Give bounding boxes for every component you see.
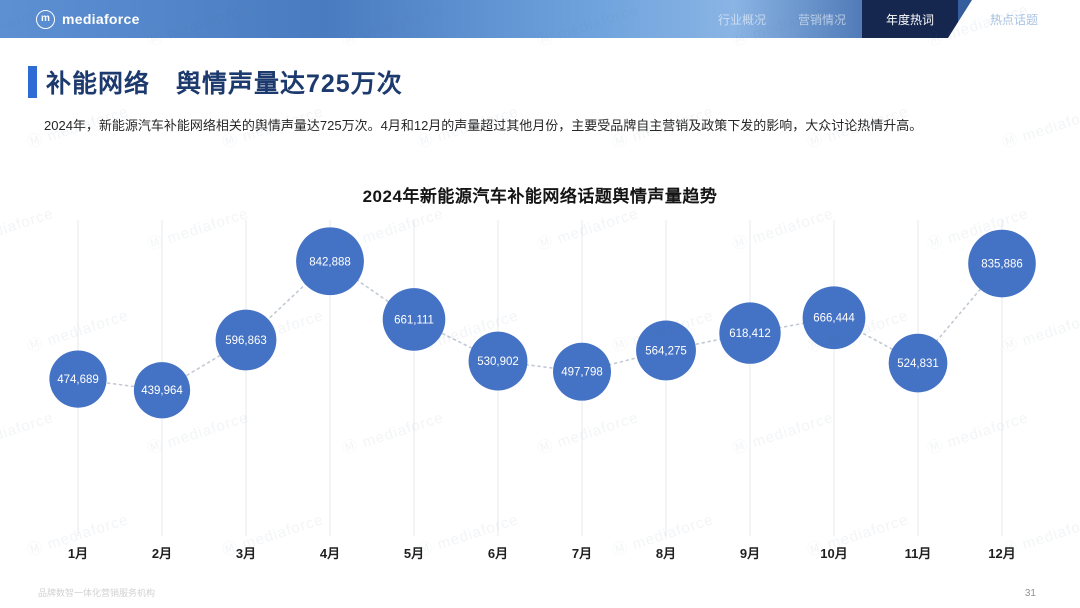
x-axis-label: 9月 xyxy=(740,546,760,561)
data-point-12月: 835,886 xyxy=(968,229,1036,298)
data-value-label: 618,412 xyxy=(729,328,771,340)
trend-chart-svg: 474,689 439,964 596,863 842,888 661,111 530,9… xyxy=(49,220,1036,561)
x-axis-label: 2月 xyxy=(152,546,172,561)
data-value-label: 666,444 xyxy=(813,313,855,325)
data-bubble xyxy=(636,320,696,381)
data-point-8月: 564,275 xyxy=(636,320,696,381)
data-value-label: 564,275 xyxy=(645,345,687,357)
data-value-label: 497,798 xyxy=(561,367,603,379)
data-bubble xyxy=(719,302,781,364)
x-axis-label: 4月 xyxy=(320,546,340,561)
data-point-4月: 842,888 xyxy=(296,227,364,296)
data-value-label: 596,863 xyxy=(225,335,267,347)
data-point-7月: 497,798 xyxy=(553,342,611,401)
x-axis-label: 10月 xyxy=(820,546,847,561)
data-value-label: 835,886 xyxy=(981,259,1023,271)
data-bubble xyxy=(382,288,446,351)
x-axis-label: 3月 xyxy=(236,546,256,561)
data-point-1月: 474,689 xyxy=(49,350,107,408)
banner-corner: 热点话题 xyxy=(948,0,1080,38)
data-point-2月: 439,964 xyxy=(133,362,191,419)
data-bubble xyxy=(888,333,948,393)
trend-chart: 474,689 439,964 596,863 842,888 661,111 530,9… xyxy=(40,206,1040,578)
data-bubble xyxy=(49,350,107,408)
logo: m mediaforce xyxy=(36,9,140,29)
data-value-label: 661,111 xyxy=(394,314,434,326)
x-axis-label: 5月 xyxy=(404,546,424,561)
data-bubble xyxy=(468,331,528,391)
x-axis-label: 12月 xyxy=(988,546,1015,561)
chart-title: 2024年新能源汽车补能网络话题舆情声量趋势 xyxy=(362,187,718,206)
data-point-6月: 530,902 xyxy=(468,331,528,391)
data-bubble xyxy=(802,286,866,350)
nav-item-industry-overview[interactable]: 行业概况 xyxy=(717,12,766,27)
top-banner: m mediaforce 行业概况 营销情况 年度热词 热点话题 xyxy=(0,0,1080,38)
data-point-3月: 596,863 xyxy=(215,309,277,371)
nav-item-hot-topics[interactable]: 热点话题 xyxy=(989,12,1038,27)
data-bubble xyxy=(968,229,1036,298)
data-value-label: 530,902 xyxy=(477,356,519,368)
data-bubble xyxy=(215,309,277,371)
title-row: 补能网络 舆情声量达725万次 xyxy=(28,64,403,100)
logo-text: mediaforce xyxy=(62,11,140,27)
page-number: 31 xyxy=(1024,588,1036,599)
data-point-10月: 666,444 xyxy=(802,286,866,350)
page-title: 补能网络 舆情声量达725万次 xyxy=(46,70,403,98)
data-bubble xyxy=(296,227,364,296)
data-value-label: 474,689 xyxy=(57,374,99,386)
data-bubble xyxy=(133,362,191,419)
data-value-label: 524,831 xyxy=(897,358,939,370)
nav-item-marketing-status[interactable]: 营销情况 xyxy=(797,12,846,27)
x-axis-label: 11月 xyxy=(905,546,932,561)
nav-item-annual-hotwords[interactable]: 年度热词 xyxy=(861,0,958,38)
x-axis-label: 8月 xyxy=(656,546,676,561)
x-axis-label: 7月 xyxy=(572,546,592,561)
mediaforce-logo-icon: m xyxy=(36,9,55,29)
x-axis-label: 1月 xyxy=(68,546,88,561)
data-point-5月: 661,111 xyxy=(382,288,446,351)
x-axis-label: 6月 xyxy=(488,546,508,561)
data-point-9月: 618,412 xyxy=(719,302,781,364)
data-value-label: 842,888 xyxy=(309,256,351,268)
data-point-11月: 524,831 xyxy=(888,333,948,393)
footer-tagline: 品牌数智一体化营销服务机构 xyxy=(38,588,156,598)
title-accent-bar xyxy=(28,66,37,98)
page-description: 2024年，新能源汽车补能网络相关的舆情声量达725万次。4月和12月的声量超过… xyxy=(44,118,923,133)
gridlines xyxy=(77,220,1003,536)
top-nav: 行业概况 营销情况 年度热词 xyxy=(702,0,958,38)
data-value-label: 439,964 xyxy=(141,385,183,397)
data-bubble xyxy=(553,342,611,401)
